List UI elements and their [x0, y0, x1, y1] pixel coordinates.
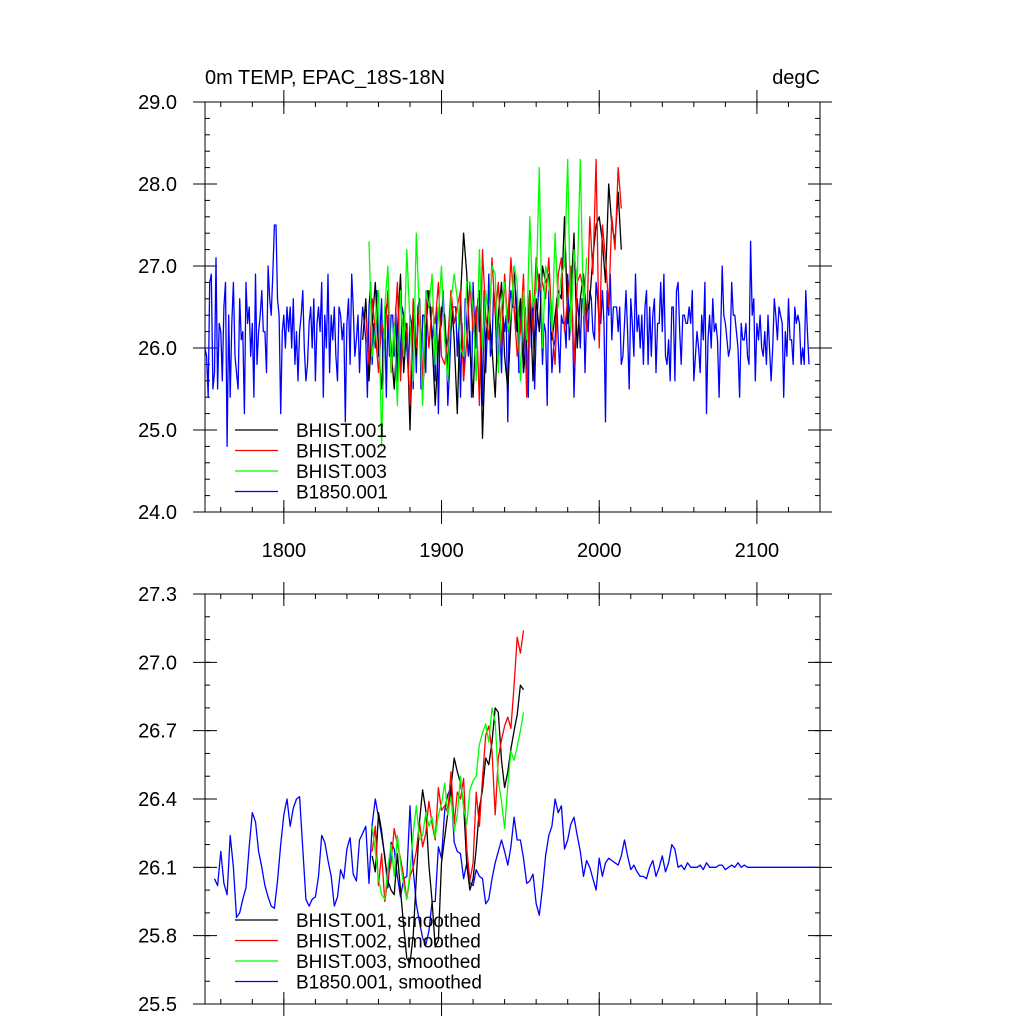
- bottom-legend-label-bhist-002-smoothed: BHIST.002, smoothed: [296, 932, 481, 953]
- top-y-tick-label: 28.0: [138, 174, 177, 196]
- top-series-b1850-001: [204, 224, 810, 448]
- top-chart-units: degC: [772, 67, 820, 89]
- top-axes: 24.0 25.0 26.0 27.0 28.0 29.0 1800 1900 2000 2100: [138, 90, 832, 562]
- bottom-series: [213, 630, 817, 964]
- top-y-tick-label: 27.0: [138, 256, 177, 278]
- top-legend-label-bhist-001: BHIST.001: [296, 421, 387, 442]
- top-plot-frame: [204, 101, 821, 513]
- bottom-panel: 25.5 25.8 26.1 26.4 26.7 27.0 27.3 BHIST.001, …: [138, 582, 832, 1016]
- bottom-axes: 25.5 25.8 26.1 26.4 26.7 27.0 27.3: [138, 582, 832, 1016]
- bottom-y-tick-label: 25.8: [138, 926, 177, 948]
- top-chart-title: 0m TEMP, EPAC_18S-18N: [205, 67, 445, 89]
- top-y-tick-label: 29.0: [138, 92, 177, 114]
- top-series: [204, 158, 810, 448]
- bottom-y-tick-label: 27.0: [138, 652, 177, 674]
- bottom-y-tick-label: 26.1: [138, 857, 177, 879]
- bottom-series-bhist-003-smoothed: [371, 707, 525, 900]
- bottom-legend-label-b1850-001-smoothed: B1850.001, smoothed: [296, 973, 482, 994]
- bottom-legend-label-bhist-001-smoothed: BHIST.001, smoothed: [296, 911, 481, 932]
- top-x-tick-label: 2000: [577, 540, 622, 562]
- bottom-legend-label-bhist-003-smoothed: BHIST.003, smoothed: [296, 952, 481, 973]
- top-x-tick-label: 2100: [735, 540, 780, 562]
- top-legend-label-bhist-002: BHIST.002: [296, 442, 387, 463]
- top-panel: 0m TEMP, EPAC_18S-18N degC 24.025.026.02…: [138, 67, 832, 562]
- top-series-bhist-002: [365, 158, 622, 407]
- bottom-y-tick-label: 26.7: [138, 721, 177, 743]
- top-series-bhist-001: [362, 183, 622, 439]
- top-y-tick-label: 25.0: [138, 420, 177, 442]
- bottom-series-b1850-001-smoothed: [213, 786, 817, 946]
- top-x-tick-label: 1800: [262, 540, 307, 562]
- top-series-bhist-003: [368, 158, 588, 448]
- top-x-tick-label: 1900: [419, 540, 464, 562]
- bottom-y-tick-label: 26.4: [138, 789, 177, 811]
- top-legend-label-bhist-003: BHIST.003: [296, 462, 387, 483]
- bottom-y-tick-label: 25.5: [138, 994, 177, 1016]
- top-legend-label-b1850-001: B1850.001: [296, 483, 388, 504]
- top-y-tick-label: 26.0: [138, 338, 177, 360]
- top-y-tick-label: 24.0: [138, 502, 177, 524]
- bottom-y-tick-label: 27.3: [138, 584, 177, 606]
